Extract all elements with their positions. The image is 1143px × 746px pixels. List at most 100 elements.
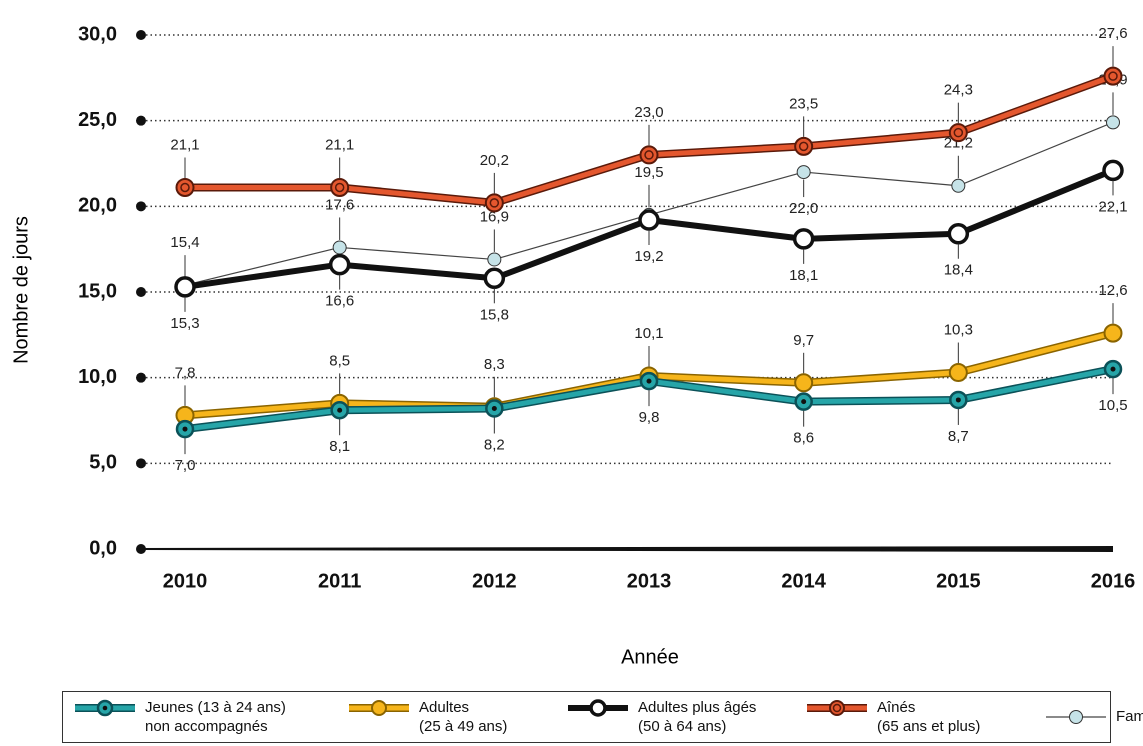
value-label: 22,0	[789, 200, 818, 217]
marker	[1103, 66, 1123, 86]
x-tick-label: 2011	[318, 570, 361, 592]
y-axis-title: Nombre de jours	[10, 216, 32, 364]
marker-dot	[182, 426, 188, 432]
tick-dot	[136, 201, 146, 212]
x-tick-label: 2013	[627, 570, 672, 592]
value-label: 8,5	[329, 352, 350, 369]
value-label: 9,8	[639, 409, 660, 426]
value-label: 16,9	[480, 208, 509, 225]
legend-item: Aînés (65 ans et plus)	[805, 698, 1002, 736]
marker	[484, 193, 504, 213]
x-tick-label: 2012	[472, 570, 517, 592]
marker	[1103, 323, 1123, 343]
marker	[796, 165, 811, 180]
x-tick-label: 2010	[163, 570, 208, 592]
legend-dot	[102, 705, 108, 711]
legend-label: Adultes plus âgés (50 à 64 ans)	[638, 699, 757, 735]
legend-swatch	[349, 700, 409, 716]
marker	[947, 222, 970, 245]
value-label: 15,8	[480, 306, 509, 323]
legend-swatch	[807, 700, 867, 716]
marker	[332, 240, 347, 255]
value-label: 24,3	[944, 82, 973, 99]
value-label: 21,2	[944, 135, 973, 152]
marker-dot	[801, 399, 807, 405]
legend-ring	[832, 703, 842, 713]
value-label: 19,5	[634, 164, 663, 181]
chart: Année Nombre de jours 0,0 5,0 10,0 15,0 20,0…	[10, 23, 1136, 668]
legend-marker	[589, 699, 607, 717]
value-label: 7,0	[175, 457, 196, 474]
y-tick-label: 25,0	[78, 109, 117, 131]
legend-marker	[1069, 710, 1083, 724]
marker	[638, 209, 660, 231]
marker	[792, 228, 815, 250]
value-label: 15,4	[170, 234, 199, 251]
tick-dot	[136, 30, 146, 40]
y-tick-label: 0,0	[89, 537, 117, 559]
value-label: 21,1	[325, 136, 354, 153]
legend-swatch	[568, 699, 628, 717]
marker-ring	[1108, 71, 1118, 81]
marker-ring	[953, 127, 964, 138]
marker	[948, 123, 968, 143]
legend-marker	[371, 700, 387, 716]
marker	[639, 145, 659, 165]
legend-label: Adultes (25 à 49 ans)	[419, 699, 508, 735]
value-label: 17,6	[325, 196, 354, 213]
x-axis	[141, 546, 1113, 552]
x-tick-label: 2016	[1091, 570, 1136, 592]
marker	[1106, 115, 1120, 130]
marker	[328, 253, 351, 276]
legend-item: Adultes plus âgés (50 à 64 ans)	[566, 698, 763, 736]
tick-dot	[136, 287, 146, 297]
value-label: 15,3	[170, 315, 199, 332]
value-label: 9,7	[793, 332, 814, 349]
marker-ring	[334, 182, 345, 193]
value-label: 23,5	[789, 95, 818, 112]
marker-ring	[798, 141, 809, 152]
value-label: 10,3	[944, 321, 973, 338]
value-label: 21,1	[170, 136, 199, 153]
marker	[175, 177, 195, 197]
legend-item: Jeunes (13 à 24 ans) non accompagnés	[73, 698, 305, 736]
value-label: 18,1	[789, 267, 818, 284]
x-tick-label: 2015	[936, 570, 981, 592]
value-label: 10,5	[1098, 397, 1127, 414]
legend-swatch	[1046, 710, 1106, 724]
marker-dot	[337, 407, 343, 413]
marker-dot	[491, 406, 497, 412]
marker	[483, 267, 506, 290]
marker	[1102, 159, 1124, 182]
marker	[794, 373, 814, 393]
value-label: 18,4	[944, 262, 973, 279]
marker	[951, 178, 966, 193]
marker-ring	[489, 198, 500, 208]
value-label: 12,6	[1098, 282, 1127, 299]
x-tick-label: 2014	[781, 570, 826, 592]
marker-ring	[180, 182, 190, 193]
legend-label: Familles	[1116, 708, 1143, 725]
marker-dot	[1110, 366, 1116, 372]
y-tick-label: 15,0	[78, 280, 117, 302]
value-label: 8,3	[484, 356, 505, 373]
marker	[948, 363, 968, 383]
legend: Jeunes (13 à 24 ans) non accompagnés Adul…	[62, 691, 1143, 743]
tick-dot	[136, 115, 146, 126]
marker-dot	[646, 378, 652, 384]
value-label: 27,6	[1098, 25, 1127, 42]
y-tick-label: 5,0	[89, 452, 117, 474]
y-tick-label: 20,0	[78, 195, 117, 217]
value-label: 20,2	[480, 152, 509, 169]
marker-dot	[955, 397, 961, 403]
y-tick-label: 30,0	[78, 23, 117, 45]
value-label: 8,7	[948, 428, 969, 445]
value-label: 8,2	[484, 436, 505, 453]
legend-label: Jeunes (13 à 24 ans) non accompagnés	[145, 699, 286, 735]
marker	[794, 136, 814, 156]
value-label: 8,6	[793, 430, 814, 447]
x-axis-title: Année	[621, 646, 679, 668]
value-label: 10,1	[634, 325, 663, 342]
legend-marker	[829, 700, 845, 716]
